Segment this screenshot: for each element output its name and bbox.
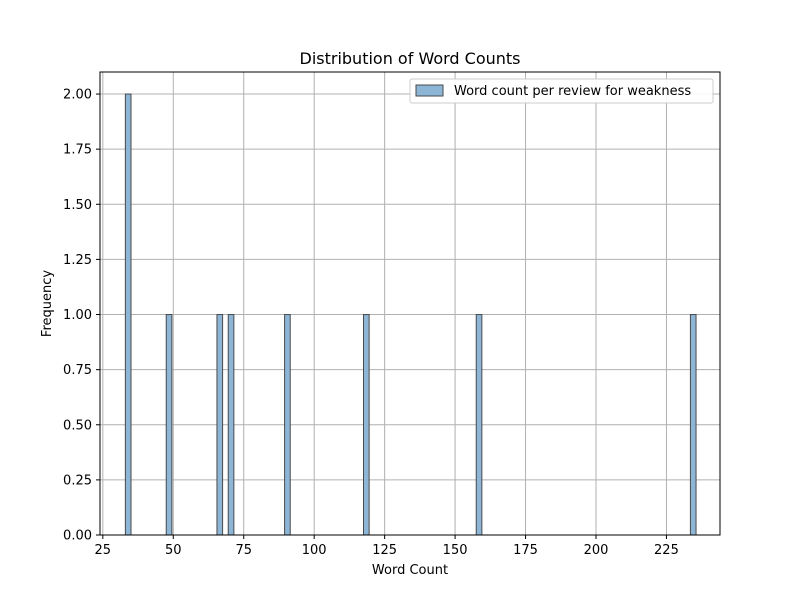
histogram-bar bbox=[689, 314, 697, 536]
plot-area bbox=[99, 71, 721, 536]
legend-entry-label: Word count per review for weakness bbox=[454, 84, 691, 99]
x-axis-label: Word Count bbox=[372, 563, 448, 578]
plot-background bbox=[100, 72, 720, 535]
histogram-bar bbox=[124, 93, 132, 536]
y-tick-label: 0.00 bbox=[63, 529, 92, 544]
x-tick-label: 100 bbox=[302, 543, 327, 558]
x-tick-label: 175 bbox=[513, 543, 538, 558]
y-axis-ticks: 0.00 0.25 0.50 0.75 1.00 1.25 1.50 1.75 2.00 bbox=[63, 88, 100, 544]
x-tick-label: 50 bbox=[165, 543, 182, 558]
x-axis-ticks: 25 50 75 100 125 150 175 200 225 bbox=[95, 535, 679, 558]
histogram-bar bbox=[363, 314, 370, 536]
y-axis-label: Frequency bbox=[40, 270, 55, 337]
histogram-bar bbox=[216, 314, 224, 536]
legend-swatch bbox=[415, 84, 444, 97]
histogram-bar bbox=[165, 314, 173, 536]
y-tick-label: 0.50 bbox=[63, 418, 92, 433]
y-tick-label: 1.00 bbox=[63, 308, 92, 323]
bars bbox=[124, 93, 697, 536]
y-tick-label: 0.25 bbox=[63, 473, 92, 488]
x-tick-label: 25 bbox=[95, 543, 112, 558]
histogram-bar bbox=[475, 314, 483, 536]
x-tick-label: 225 bbox=[654, 543, 679, 558]
legend-frame bbox=[409, 78, 714, 104]
y-tick-label: 1.25 bbox=[63, 253, 92, 268]
y-tick-label: 0.75 bbox=[63, 363, 92, 378]
legend: Word count per review for weakness bbox=[409, 78, 714, 104]
y-tick-label: 1.75 bbox=[63, 143, 92, 158]
plot-frame bbox=[99, 71, 721, 536]
x-tick-label: 150 bbox=[443, 543, 468, 558]
histogram-bar bbox=[284, 314, 291, 536]
y-tick-label: 1.50 bbox=[63, 198, 92, 213]
y-tick-label: 2.00 bbox=[63, 88, 92, 103]
histogram-bar bbox=[227, 314, 235, 536]
x-tick-label: 125 bbox=[372, 543, 397, 558]
chart-title: Distribution of Word Counts bbox=[300, 49, 521, 68]
x-tick-label: 75 bbox=[235, 543, 252, 558]
x-tick-label: 200 bbox=[584, 543, 609, 558]
